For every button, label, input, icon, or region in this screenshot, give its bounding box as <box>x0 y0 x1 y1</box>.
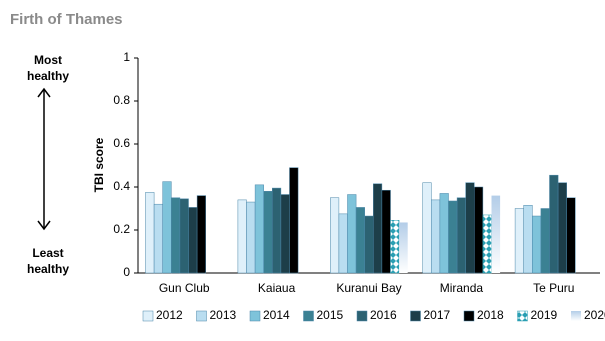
legend-swatch <box>249 310 261 322</box>
bar <box>491 195 501 273</box>
bar <box>179 198 189 274</box>
annotation: Least <box>32 246 63 260</box>
legend-swatch <box>517 310 528 322</box>
x-tick-label: Kuranui Bay <box>336 281 401 295</box>
bar <box>448 200 458 274</box>
bar <box>422 182 432 274</box>
bar <box>373 183 383 274</box>
y-tick-label: 0.4 <box>113 179 130 193</box>
legend-label: 2014 <box>263 308 290 322</box>
bar <box>263 191 273 274</box>
bar <box>456 197 466 274</box>
bar <box>566 197 576 274</box>
chart-title: Firth of Thames <box>10 11 123 28</box>
legend-swatch <box>142 310 154 322</box>
bar <box>549 174 559 274</box>
legend-swatch <box>196 310 207 322</box>
bar <box>280 194 290 274</box>
x-tick-label: Te Puru <box>533 281 574 295</box>
bar <box>162 181 172 274</box>
legend-swatch <box>571 311 581 321</box>
bar <box>364 215 374 274</box>
bar <box>145 192 155 274</box>
legend-label: 2017 <box>424 308 451 322</box>
bar <box>237 199 247 274</box>
legend-label: 2016 <box>370 308 397 322</box>
legend-label: 2019 <box>531 308 558 322</box>
y-tick-label: 0.6 <box>113 136 130 150</box>
bar <box>465 182 475 274</box>
bar <box>431 199 441 274</box>
bar <box>532 215 542 274</box>
x-tick-label: Gun Club <box>159 281 210 295</box>
bar <box>474 186 484 274</box>
bar <box>381 189 391 274</box>
y-axis-label: TBI score <box>92 137 106 192</box>
bar <box>196 195 206 274</box>
legend-swatch <box>410 310 421 322</box>
x-tick-label: Miranda <box>440 281 484 295</box>
bar <box>272 187 282 274</box>
bar <box>153 203 163 274</box>
annotation: Most <box>34 53 62 67</box>
annotation: healthy <box>27 69 69 83</box>
y-tick-label: 0.2 <box>113 222 130 236</box>
bar <box>188 207 198 274</box>
annotation: healthy <box>27 262 69 276</box>
bar <box>330 197 340 274</box>
y-tick-label: 0.8 <box>113 93 130 107</box>
legend-label: 2015 <box>317 308 344 322</box>
legend-swatch <box>463 310 475 322</box>
legend-label: 2013 <box>210 308 237 322</box>
bar <box>355 207 365 274</box>
bar <box>439 193 449 274</box>
bar <box>540 208 550 274</box>
double-arrow <box>37 87 51 231</box>
x-tick-label: Kaiaua <box>258 281 296 295</box>
bar <box>514 208 524 274</box>
bar <box>338 213 348 274</box>
legend-label: 2020 <box>584 308 605 322</box>
bar <box>289 167 299 274</box>
legend-swatch <box>303 310 314 322</box>
legend-swatch <box>356 310 368 322</box>
bar <box>482 214 492 274</box>
bar <box>254 184 264 274</box>
bar <box>390 220 400 274</box>
y-tick-label: 1 <box>123 50 130 64</box>
bar <box>246 201 256 274</box>
bar <box>171 197 181 274</box>
legend-label: 2018 <box>477 308 504 322</box>
bar <box>399 222 408 273</box>
legend-label: 2012 <box>156 308 183 322</box>
bar <box>523 205 533 274</box>
bar <box>557 182 567 274</box>
bar <box>347 194 357 274</box>
y-tick-label: 0 <box>123 265 130 279</box>
